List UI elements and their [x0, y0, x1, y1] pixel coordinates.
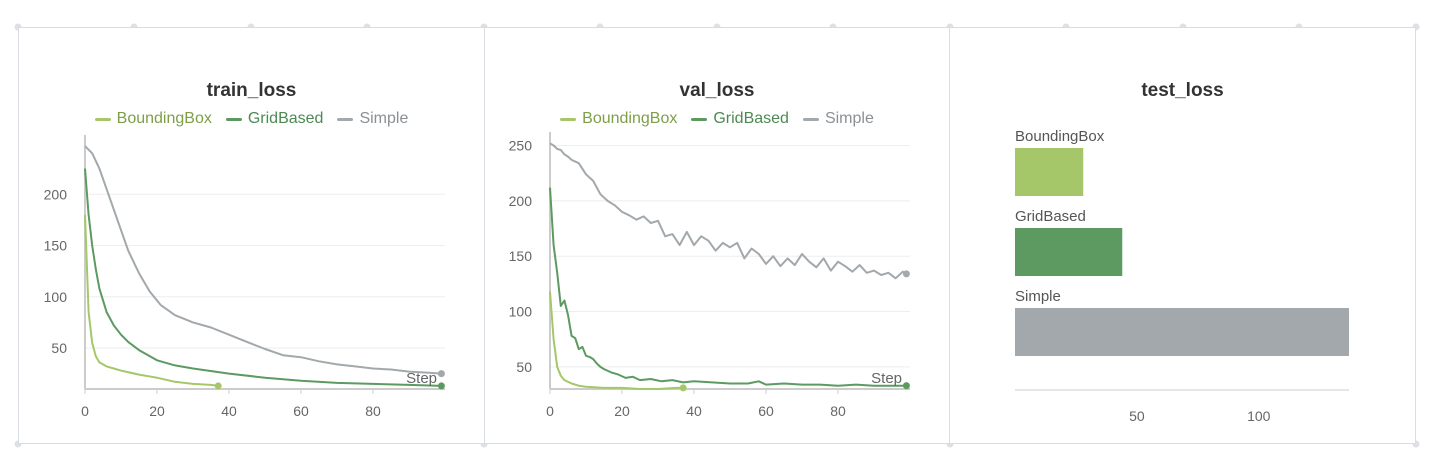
legend-label: GridBased	[713, 110, 789, 127]
series-line-simple	[84, 145, 442, 375]
series-line-gridbased	[549, 187, 907, 387]
series-end-marker-simple	[902, 270, 910, 278]
legend-swatch	[802, 117, 819, 121]
x-tick-label: 80	[830, 403, 846, 419]
bar-simple	[1015, 308, 1349, 356]
legend-swatch	[560, 117, 577, 121]
chart-panel-train-loss[interactable]: train_loss BoundingBox GridBased Simple …	[18, 27, 485, 444]
y-tick-label: 150	[44, 238, 68, 254]
legend-label: BoundingBox	[582, 110, 678, 127]
series-line-boundingbox	[549, 291, 684, 390]
chart-legend: BoundingBox GridBased Simple	[19, 110, 484, 128]
series-end-marker-boundingbox	[679, 384, 687, 392]
x-tick-label: 50	[1129, 408, 1145, 424]
legend-swatch	[337, 117, 354, 121]
x-tick-label: 20	[149, 403, 165, 419]
legend-item-boundingbox[interactable]: BoundingBox	[560, 110, 677, 128]
bar-category-label: GridBased	[1015, 208, 1086, 225]
legend-label: Simple	[824, 110, 874, 127]
legend-item-gridbased[interactable]: GridBased	[691, 110, 789, 128]
line-chart-plot: 50 100 150 200 250 0 20 40 60 80 Step	[509, 132, 910, 419]
bar-category-label: Simple	[1015, 288, 1061, 305]
x-tick-label: 100	[1247, 408, 1271, 424]
series-line-simple	[549, 142, 907, 280]
grid-dot	[14, 440, 22, 448]
bar-boundingbox	[1015, 148, 1084, 196]
grid-dot	[480, 440, 488, 448]
grid-dot	[1412, 440, 1420, 448]
series-line-boundingbox	[84, 214, 219, 387]
chart-panel-val-loss[interactable]: val_loss BoundingBox GridBased Simple 50…	[484, 27, 950, 444]
chart-title: val_loss	[679, 80, 755, 101]
x-tick-label: 20	[614, 403, 630, 419]
legend-item-boundingbox[interactable]: BoundingBox	[94, 110, 212, 128]
grid-dot	[1412, 23, 1420, 31]
chart-panel-test-loss[interactable]: test_loss BoundingBox GridBased Simple 50 10…	[949, 27, 1416, 444]
y-tick-label: 50	[51, 340, 67, 356]
legend-label: Simple	[359, 110, 409, 127]
x-tick-label: 0	[81, 403, 89, 419]
line-chart-plot: 50 100 150 200 0 20 40 60 80 Step	[44, 135, 445, 419]
legend-swatch	[691, 117, 708, 121]
legend-item-gridbased[interactable]: GridBased	[225, 110, 324, 128]
legend-swatch	[225, 117, 242, 121]
x-tick-label: 40	[221, 403, 237, 419]
legend-item-simple[interactable]: Simple	[337, 110, 408, 128]
legend-label: BoundingBox	[116, 110, 212, 127]
y-tick-label: 150	[509, 248, 533, 264]
y-tick-label: 250	[509, 138, 533, 154]
series-end-marker-simple	[437, 370, 445, 378]
x-tick-label: 60	[758, 403, 774, 419]
y-tick-label: 100	[44, 289, 68, 305]
x-tick-label: 80	[365, 403, 381, 419]
x-tick-label: 40	[686, 403, 702, 419]
bar-category-label: BoundingBox	[1015, 128, 1105, 145]
y-tick-label: 100	[509, 304, 533, 320]
chart-legend: BoundingBox GridBased Simple	[485, 110, 949, 128]
y-tick-label: 200	[509, 193, 533, 209]
legend-swatch	[94, 117, 111, 121]
series-end-marker-gridbased	[437, 382, 445, 390]
bar-gridbased	[1015, 228, 1123, 276]
x-tick-label: 60	[293, 403, 309, 419]
series-end-marker-gridbased	[902, 382, 910, 390]
legend-label: GridBased	[247, 110, 324, 127]
y-tick-label: 50	[516, 359, 532, 375]
bar-chart-plot: BoundingBox GridBased Simple 50 100	[1015, 128, 1349, 424]
x-axis-label: Step	[871, 370, 902, 387]
series-end-marker-boundingbox	[214, 382, 222, 390]
grid-dot	[946, 440, 954, 448]
legend-item-simple[interactable]: Simple	[802, 110, 874, 128]
x-tick-label: 0	[546, 403, 554, 419]
x-axis-label: Step	[406, 370, 437, 387]
series-line-gridbased	[84, 168, 442, 387]
chart-title: test_loss	[1141, 80, 1224, 101]
chart-title: train_loss	[206, 80, 297, 101]
y-tick-label: 200	[44, 186, 68, 202]
